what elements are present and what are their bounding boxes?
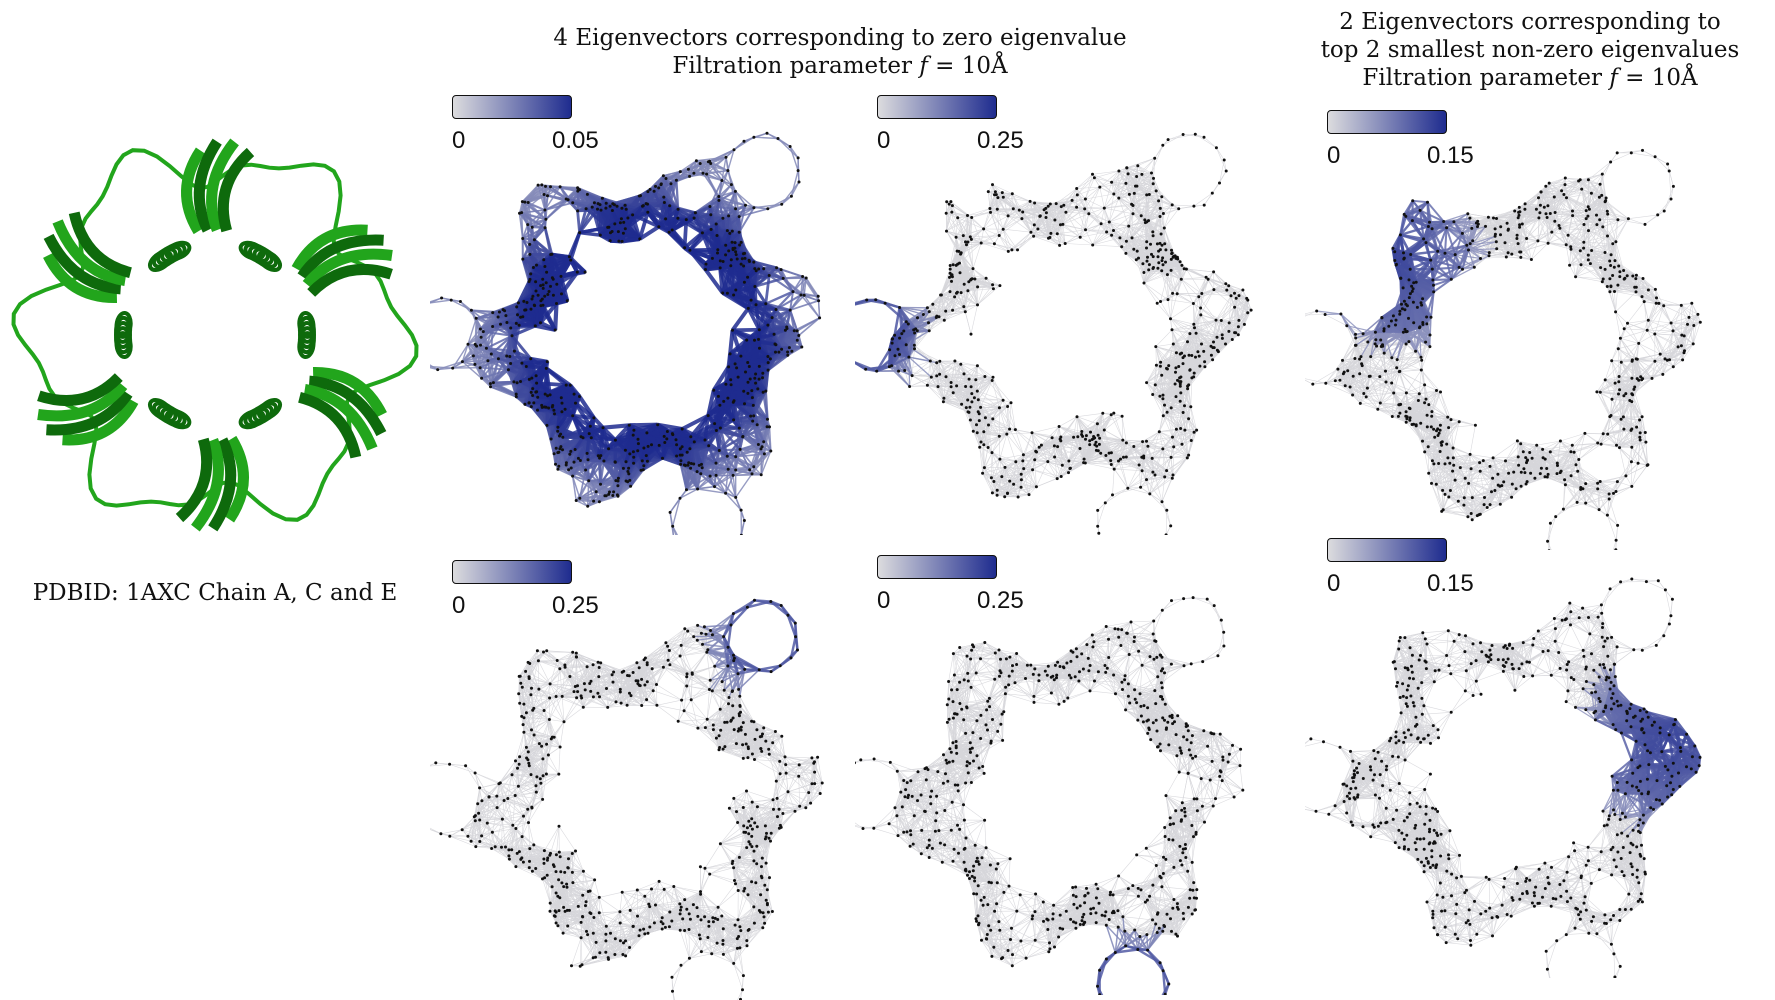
- colorbar-min-label: 0: [1327, 142, 1340, 170]
- filtration-label: Filtration parameter: [672, 53, 912, 79]
- colorbar-min-label: 0: [1327, 570, 1340, 598]
- network-edges: [430, 599, 823, 1000]
- protein-structure-image: [11, 138, 419, 532]
- network-nodes: [434, 598, 824, 1000]
- right-title-line2: top 2 smallest non-zero eigenvalues: [1310, 36, 1750, 64]
- network-edges: [1305, 150, 1701, 550]
- network-nodes: [864, 132, 1253, 535]
- right-title-line3: Filtration parameter f = 10Å: [1310, 64, 1750, 92]
- eigenvector-panel-6: 0 0.15: [1305, 538, 1735, 978]
- network-nodes: [436, 131, 822, 535]
- network-edges: [855, 134, 1252, 535]
- network-graph: [855, 132, 1253, 535]
- eigenvector-panel-3: 0 0.15: [1305, 110, 1735, 550]
- colorbar: [877, 555, 997, 579]
- protein-caption: PDBID: 1AXC Chain A, C and E: [0, 580, 430, 606]
- network-graph: [855, 596, 1245, 995]
- filtration-var: f: [919, 53, 928, 79]
- network-graph: [1305, 148, 1702, 550]
- network-nodes: [1309, 577, 1702, 978]
- colorbar: [452, 560, 572, 584]
- colorbar: [452, 95, 572, 119]
- colorbar-max-label: 0.15: [1427, 142, 1474, 170]
- filtration-value: = 10Å: [1618, 65, 1697, 91]
- colorbar-max-label: 0.25: [552, 592, 599, 620]
- colorbar-max-label: 0.25: [977, 127, 1024, 155]
- right-title: 2 Eigenvectors corresponding to top 2 sm…: [1310, 8, 1750, 92]
- colorbar-min-label: 0: [452, 592, 465, 620]
- filtration-value: = 10Å: [928, 53, 1007, 79]
- filtration-var: f: [1609, 65, 1618, 91]
- middle-title-line2: Filtration parameter f = 10Å: [540, 52, 1140, 80]
- right-title-line1: 2 Eigenvectors corresponding to: [1310, 8, 1750, 36]
- network-nodes: [855, 596, 1245, 995]
- network-graph: [1305, 577, 1702, 978]
- network-edges: [1305, 578, 1702, 978]
- eigenvector-panel-1: 0 0.05: [430, 95, 860, 535]
- network-edges: [430, 132, 821, 535]
- filtration-label: Filtration parameter: [1362, 65, 1602, 91]
- network-graph: [430, 131, 822, 535]
- network-graph: [430, 598, 824, 1000]
- colorbar-max-label: 0.15: [1427, 570, 1474, 598]
- colorbar-min-label: 0: [877, 587, 890, 615]
- colorbar: [1327, 538, 1447, 562]
- colorbar-max-label: 0.05: [552, 127, 599, 155]
- eigenvector-panel-5: 0 0.25: [855, 555, 1285, 995]
- eigenvector-panel-2: 0 0.25: [855, 95, 1285, 535]
- colorbar: [1327, 110, 1447, 134]
- network-nodes: [1311, 148, 1702, 550]
- colorbar-min-label: 0: [452, 127, 465, 155]
- colorbar-max-label: 0.25: [977, 587, 1024, 615]
- middle-title: 4 Eigenvectors corresponding to zero eig…: [540, 24, 1140, 80]
- colorbar-min-label: 0: [877, 127, 890, 155]
- eigenvector-panel-4: 0 0.25: [430, 560, 860, 1000]
- middle-title-line1: 4 Eigenvectors corresponding to zero eig…: [540, 24, 1140, 52]
- colorbar: [877, 95, 997, 119]
